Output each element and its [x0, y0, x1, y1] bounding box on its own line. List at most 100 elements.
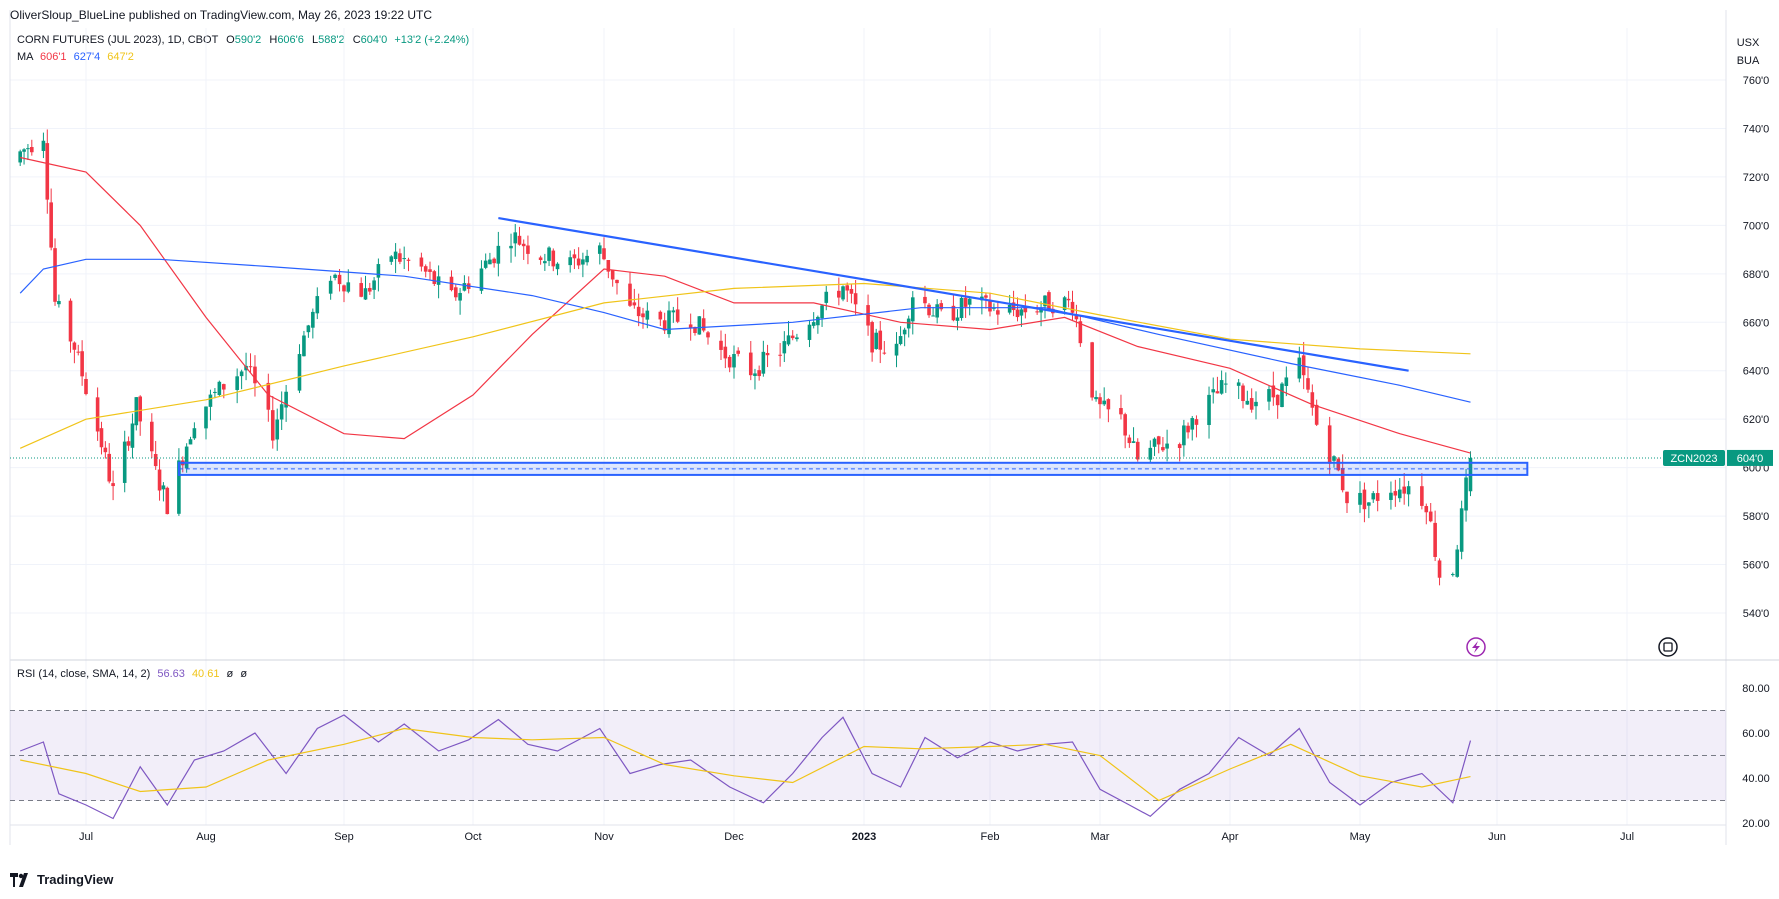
candle-body: [1406, 486, 1411, 495]
candle-body: [927, 304, 931, 316]
candle: [239, 369, 244, 390]
candle: [275, 408, 280, 451]
candle: [161, 482, 166, 502]
candle: [1459, 500, 1464, 560]
time-axis[interactable]: Jul Aug Sep Oct Nov Dec 2023 Feb Mar Apr May Jun Jul: [79, 831, 1634, 843]
candle-body: [1131, 441, 1136, 443]
candle-body: [99, 428, 104, 448]
candle-body: [26, 148, 30, 150]
candle-body: [923, 296, 927, 304]
lightning-icon[interactable]: [1466, 637, 1486, 657]
candle: [1106, 398, 1111, 423]
candle: [719, 330, 723, 361]
candle-body: [18, 151, 22, 163]
candle-body: [376, 264, 381, 278]
candle-body: [1015, 309, 1020, 318]
candle: [816, 315, 820, 334]
candle-body: [841, 286, 845, 300]
rsi-na-2: ø: [240, 668, 248, 680]
candle: [1039, 301, 1043, 327]
candle-body: [328, 280, 333, 294]
resistance-trendline[interactable]: [498, 217, 1409, 372]
dividend-icon[interactable]: [1658, 637, 1678, 657]
candle: [1152, 437, 1157, 456]
candle: [1156, 435, 1161, 454]
candle-body: [894, 343, 899, 356]
symbol-legend: CORN FUTURES (JUL 2023), 1D, CBOT O590'2…: [17, 34, 469, 46]
candle: [882, 341, 887, 355]
candle-body: [1358, 492, 1362, 505]
candle: [581, 252, 585, 278]
candle: [284, 384, 288, 422]
candle: [1271, 371, 1276, 406]
candle: [1375, 480, 1380, 512]
candle: [165, 486, 170, 515]
candle: [1127, 434, 1132, 448]
candle-body: [849, 288, 854, 294]
rsi-axis[interactable]: 80.00 60.00 40.00 20.00: [1742, 683, 1770, 830]
candle: [76, 344, 81, 356]
low-value: 588'2: [318, 34, 345, 46]
candle: [45, 129, 50, 214]
candle-body: [786, 335, 791, 345]
candle: [841, 285, 845, 302]
low-label: L: [311, 34, 319, 46]
candle: [820, 304, 824, 327]
candle: [701, 309, 706, 333]
candle: [782, 331, 787, 363]
candle-body: [275, 419, 280, 440]
candle: [188, 436, 193, 445]
candle-body: [1433, 522, 1437, 557]
candle-body: [346, 282, 351, 292]
candle: [328, 275, 333, 300]
candle: [572, 249, 577, 270]
last-price-tags[interactable]: ZCN2023 604'0: [1663, 449, 1773, 466]
candle: [837, 277, 841, 306]
candle: [939, 299, 944, 312]
candle-body: [1393, 491, 1398, 496]
candle-body: [761, 351, 766, 374]
candle: [1275, 394, 1280, 419]
candle: [1098, 393, 1102, 419]
candle-body: [150, 421, 154, 452]
candle: [1148, 440, 1153, 463]
candle-body: [239, 371, 244, 377]
currency-label[interactable]: USX BUA: [1728, 34, 1768, 70]
candle: [1062, 295, 1067, 315]
candle: [1249, 388, 1254, 413]
candle: [675, 297, 680, 324]
candle: [217, 380, 222, 396]
candle: [279, 391, 284, 431]
candle-body: [1459, 508, 1464, 552]
candle: [658, 310, 663, 326]
candle-body: [359, 283, 363, 297]
candle-body: [479, 268, 484, 291]
candle-body: [688, 324, 693, 329]
candle-body: [1102, 400, 1106, 405]
currency-unit: BUA: [1736, 55, 1760, 67]
candle-body: [213, 391, 217, 394]
symbol-title[interactable]: CORN FUTURES (JUL 2023), 1D, CBOT: [17, 34, 219, 46]
candle: [757, 365, 761, 381]
candle: [980, 287, 984, 315]
candle: [1464, 468, 1468, 522]
candle-body: [419, 257, 424, 267]
candle-body: [782, 341, 787, 354]
candle-body: [372, 280, 376, 290]
candle-body: [697, 316, 702, 335]
candle-body: [1094, 397, 1098, 400]
candle-body: [1397, 489, 1402, 499]
candle: [1190, 416, 1195, 441]
price-tick-label: 580'0: [1743, 511, 1770, 523]
candle: [538, 255, 543, 265]
candle-body: [1078, 321, 1083, 344]
candle: [615, 279, 619, 295]
candle: [526, 235, 530, 265]
candle: [902, 327, 907, 347]
time-tick-label: Feb: [981, 831, 1000, 843]
candle: [122, 430, 127, 493]
price-axis[interactable]: 760'0 740'0 720'0 700'0 680'0 660'0 640'0 620'0…: [1743, 75, 1770, 620]
candle-body: [521, 243, 526, 247]
ma-legend[interactable]: MA 606'1 627'4 647'2: [17, 51, 134, 63]
